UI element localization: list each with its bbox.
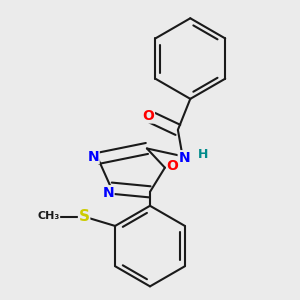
Text: N: N — [102, 186, 114, 200]
Text: CH₃: CH₃ — [37, 211, 60, 221]
Text: N: N — [88, 150, 99, 164]
Text: O: O — [142, 109, 154, 123]
Text: H: H — [197, 148, 208, 161]
Text: N: N — [178, 151, 190, 165]
Text: O: O — [167, 159, 178, 173]
Text: S: S — [79, 209, 90, 224]
